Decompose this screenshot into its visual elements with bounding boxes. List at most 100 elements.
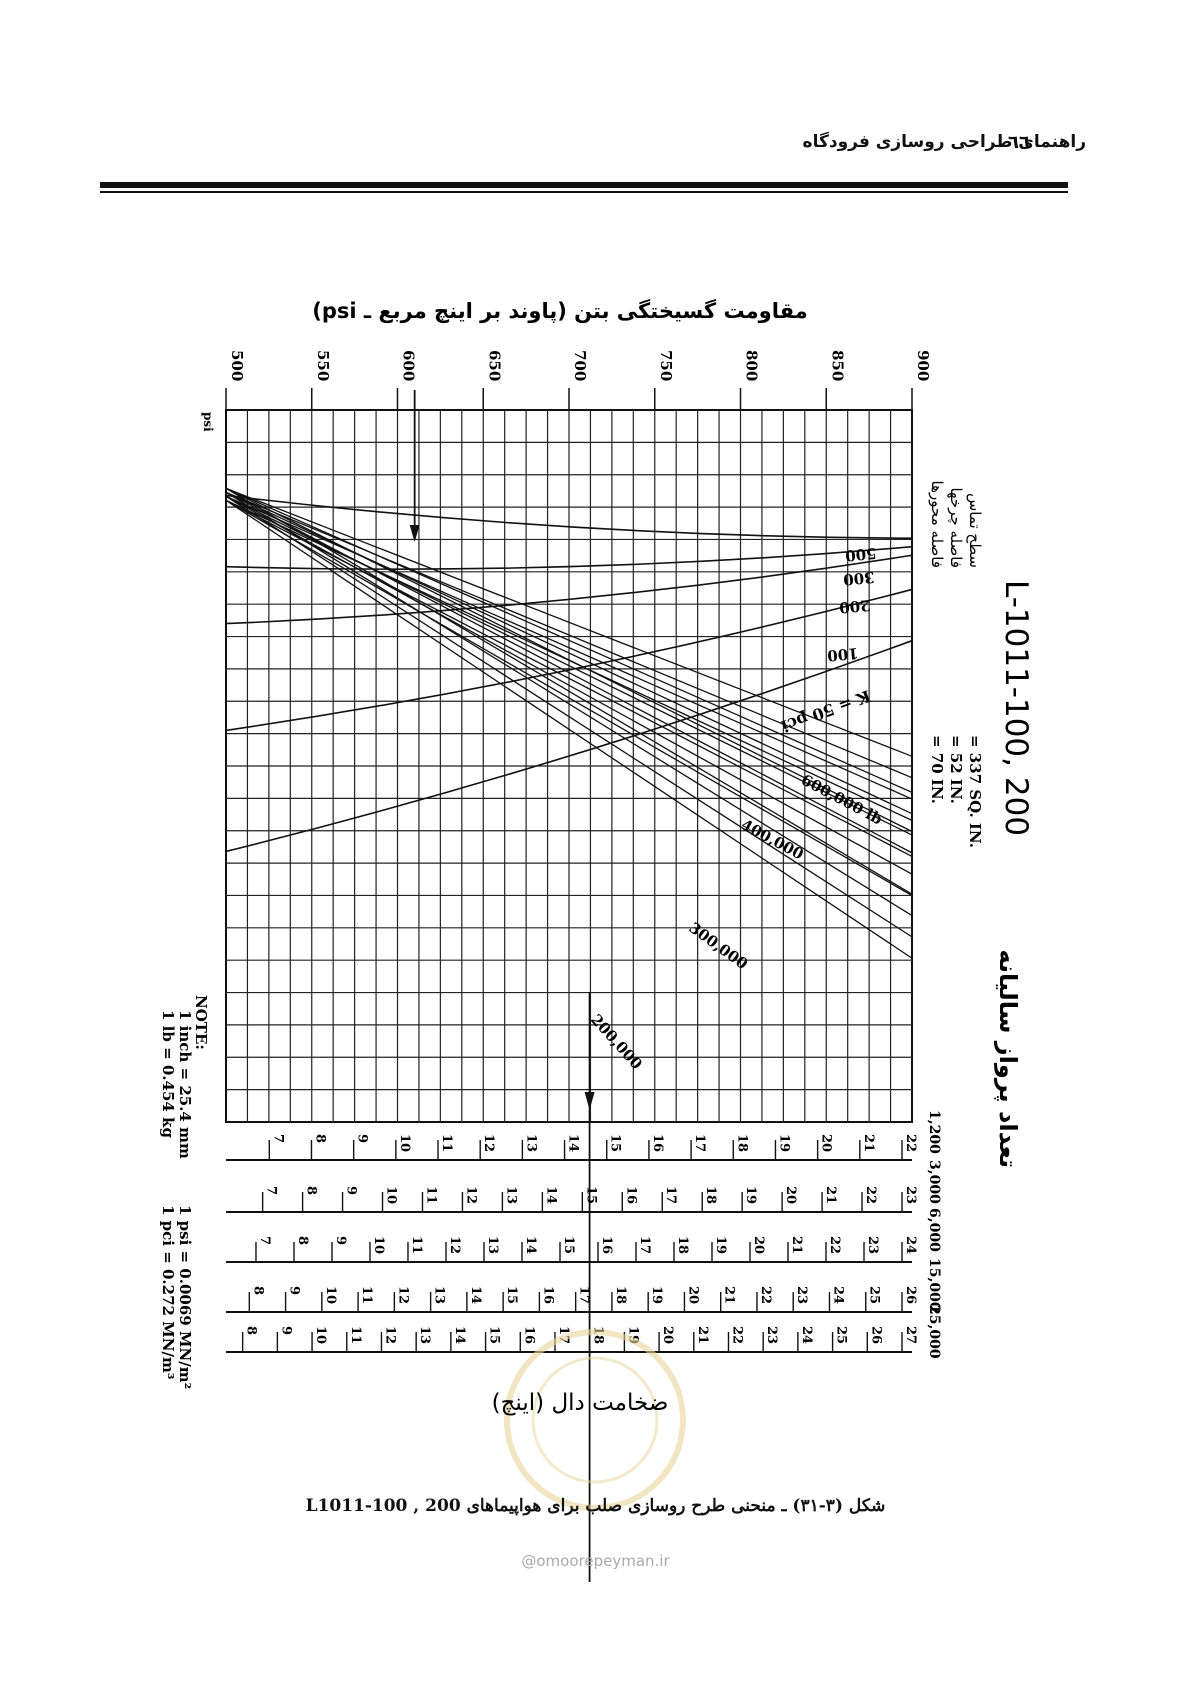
thickness-tick-label: 15 xyxy=(487,1326,502,1344)
thickness-tick-label: 19 xyxy=(776,1134,791,1152)
note-line-3: 1 psi = 0.0069 MN/m² xyxy=(176,1205,194,1389)
axle-spacing-label: فاصله محورها xyxy=(928,481,946,568)
k-value-label: 300 xyxy=(842,568,875,589)
thickness-tick-label: 13 xyxy=(485,1236,500,1254)
psi-side-label: psi xyxy=(201,412,215,432)
thickness-tick-label: 8 xyxy=(250,1286,265,1295)
thickness-tick-label: 14 xyxy=(543,1186,558,1204)
note-title: NOTE: xyxy=(192,995,210,1050)
load-curve xyxy=(225,495,913,800)
thickness-tick-label: 15 xyxy=(583,1186,598,1204)
thickness-tick-label: 14 xyxy=(566,1134,581,1152)
load-label: 300,000 xyxy=(686,919,751,973)
example-arrow-head xyxy=(409,525,420,542)
thickness-tick-label: 16 xyxy=(650,1134,665,1152)
header-rule-thin xyxy=(100,191,1068,193)
thickness-tick-label: 27 xyxy=(903,1326,918,1344)
thickness-tick-label: 22 xyxy=(863,1186,878,1204)
thickness-tick-label: 20 xyxy=(660,1326,675,1344)
thickness-tick-label: 20 xyxy=(783,1186,798,1204)
k-curve xyxy=(225,588,913,732)
thickness-tick-label: 26 xyxy=(868,1326,883,1344)
psi-tick-label: 850 xyxy=(828,350,846,381)
chart-curves xyxy=(225,390,913,1582)
departures-title: تعداد پرواز سالیانه xyxy=(994,949,1022,1168)
thickness-tick-label: 17 xyxy=(663,1186,678,1204)
thickness-tick-label: 11 xyxy=(348,1326,363,1344)
load-curve xyxy=(225,499,913,959)
thickness-tick-label: 24 xyxy=(903,1236,918,1254)
load-curve xyxy=(225,487,913,757)
top-axis-title: مقاومت گسیختگی بتن (پاوند بر اینچ مربع ـ… xyxy=(312,298,807,323)
thickness-tick-label: 9 xyxy=(333,1236,348,1245)
k-value-label: 500 xyxy=(844,544,877,565)
k-value-label: 200 xyxy=(838,596,871,617)
stamp-watermark xyxy=(504,1329,686,1511)
thickness-tick-label: 16 xyxy=(521,1326,536,1344)
thickness-tick-label: 18 xyxy=(675,1236,690,1254)
thickness-tick-label: 18 xyxy=(703,1186,718,1204)
chart-grid xyxy=(225,409,913,1123)
thickness-tick-label: 21 xyxy=(789,1236,804,1254)
thickness-tick-label: 9 xyxy=(287,1286,302,1295)
load-curve xyxy=(225,499,913,897)
note-line-4: 1 pci = 0.272 MN/m³ xyxy=(159,1205,177,1379)
thickness-tick-label: 10 xyxy=(384,1186,399,1204)
load-curve xyxy=(225,491,913,854)
thickness-tick-label: 21 xyxy=(695,1326,710,1344)
load-label: 400,000 xyxy=(738,816,806,864)
departures-label: 15,000 xyxy=(926,1258,942,1312)
thickness-tick-label: 7 xyxy=(257,1236,272,1245)
thickness-tick-label: 12 xyxy=(395,1286,410,1304)
thickness-tick-label: 17 xyxy=(637,1236,652,1254)
thickness-tick-label: 12 xyxy=(382,1326,397,1344)
thickness-tick-label: 8 xyxy=(304,1186,319,1195)
bottom-axis-title: ضخامت دال (اینچ) xyxy=(492,1390,669,1416)
k-curve xyxy=(225,545,913,570)
thickness-tick-label: 26 xyxy=(903,1286,918,1304)
thickness-tick-label: 24 xyxy=(799,1326,814,1344)
load-curve xyxy=(225,491,913,917)
thickness-tick-label: 13 xyxy=(417,1326,432,1344)
thickness-tick-label: 12 xyxy=(447,1236,462,1254)
thickness-tick-label: 13 xyxy=(432,1286,447,1304)
thickness-tick-label: 22 xyxy=(729,1326,744,1344)
thickness-tick-label: 21 xyxy=(722,1286,737,1304)
stamp-watermark-inner xyxy=(531,1356,659,1484)
thickness-tick-label: 9 xyxy=(355,1134,370,1143)
departures-label: 6,000 xyxy=(926,1208,942,1252)
thickness-tick-label: 15 xyxy=(504,1286,519,1304)
psi-tick-label: 500 xyxy=(228,350,246,381)
thickness-tick-label: 10 xyxy=(323,1286,338,1304)
load-label: 200,000 xyxy=(587,1011,646,1073)
k-value-label: 100 xyxy=(826,644,859,665)
thickness-tick-label: 23 xyxy=(865,1236,880,1254)
psi-tick-label: 700 xyxy=(571,350,589,381)
thickness-tick-label: 16 xyxy=(540,1286,555,1304)
thickness-tick-label: 14 xyxy=(468,1286,483,1304)
thickness-tick-label: 17 xyxy=(692,1134,707,1152)
thickness-tick-label: 23 xyxy=(903,1186,918,1204)
thickness-tick-label: 11 xyxy=(423,1186,438,1204)
page-number: ٦٦ xyxy=(1008,132,1030,153)
thickness-tick-label: 20 xyxy=(751,1236,766,1254)
thickness-tick-label: 14 xyxy=(523,1236,538,1254)
contact-area-label: سطح تماس xyxy=(966,493,984,568)
psi-tick-label: 650 xyxy=(485,350,503,381)
thickness-tick-label: 22 xyxy=(827,1236,842,1254)
thickness-tick-label: 13 xyxy=(523,1134,538,1152)
figure-caption: شکل (۳-۳۱) ـ منحنی طرح روسازی صلب برای ه… xyxy=(305,1496,886,1516)
departures-label: 1,200 xyxy=(926,1110,942,1154)
wheel-spacing-value: = 52 IN. xyxy=(947,735,965,804)
load-curve xyxy=(225,487,913,895)
thickness-tick-label: 19 xyxy=(649,1286,664,1304)
thickness-tick-label: 21 xyxy=(823,1186,838,1204)
psi-tick-label: 900 xyxy=(914,350,932,381)
thickness-tick-label: 16 xyxy=(623,1186,638,1204)
thickness-tick-label: 19 xyxy=(743,1186,758,1204)
thickness-tick-label: 12 xyxy=(463,1186,478,1204)
wheel-spacing-label: فاصله چرخها xyxy=(947,487,965,568)
thickness-tick-label: 15 xyxy=(561,1236,576,1254)
thickness-tick-label: 21 xyxy=(861,1134,876,1152)
